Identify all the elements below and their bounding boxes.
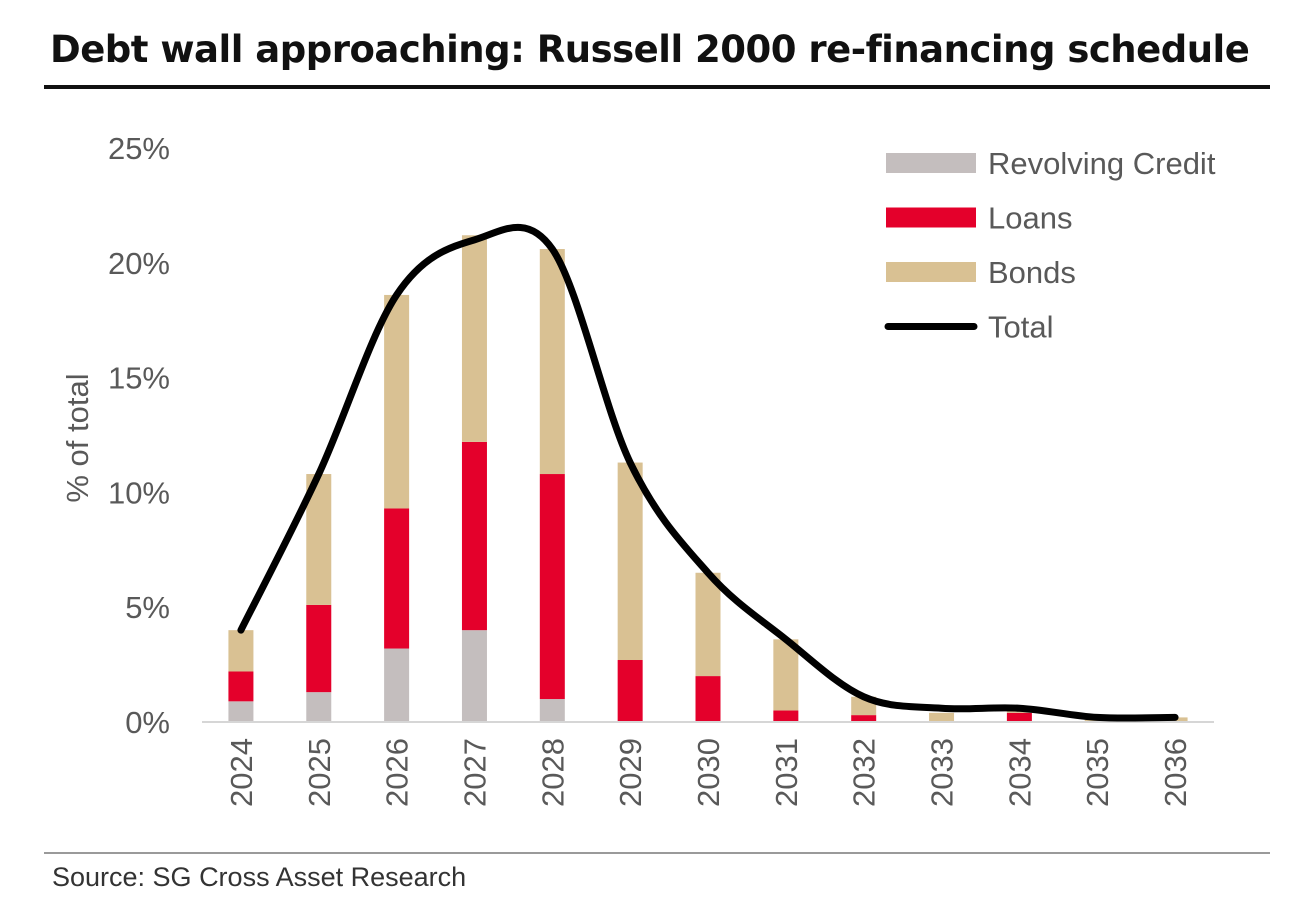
legend-label-total: Total xyxy=(988,310,1053,345)
x-tick-label: 2025 xyxy=(302,738,337,807)
bar-loans xyxy=(384,508,410,649)
bar-loans xyxy=(306,604,332,693)
bar-loans xyxy=(695,676,721,722)
y-tick-label: 0% xyxy=(125,705,170,740)
bar-bonds xyxy=(384,294,410,509)
y-tick-label: 10% xyxy=(108,475,170,510)
x-tick-label: 2024 xyxy=(224,738,259,807)
x-tick-label: 2033 xyxy=(925,738,960,807)
x-tick-label: 2035 xyxy=(1080,738,1115,807)
bar-loans xyxy=(461,441,487,631)
legend-swatch-loans xyxy=(886,207,976,228)
source-note: Source: SG Cross Asset Research xyxy=(52,862,467,892)
x-tick-label: 2026 xyxy=(380,738,415,807)
bar-revolving-credit xyxy=(539,699,565,722)
y-tick-label: 25% xyxy=(108,131,170,166)
x-tick-label: 2028 xyxy=(535,738,570,807)
bar-loans xyxy=(617,660,643,722)
legend-label-loans: Loans xyxy=(988,201,1072,236)
bar-loans xyxy=(228,671,254,702)
legend-swatch-revolving-credit xyxy=(886,153,976,173)
bar-bonds xyxy=(461,235,487,442)
source-rule xyxy=(44,852,1270,854)
y-tick-label: 5% xyxy=(125,590,170,625)
bar-bonds xyxy=(617,462,643,661)
legend-label-revolving-credit: Revolving Credit xyxy=(988,146,1216,181)
x-tick-label: 2031 xyxy=(769,738,804,807)
bar-bonds xyxy=(929,712,955,722)
bar-bonds xyxy=(773,639,799,711)
bar-revolving-credit xyxy=(228,701,254,722)
bar-bonds xyxy=(539,249,565,475)
stacked-bars xyxy=(228,235,1188,722)
x-axis-ticks: 2024 2025 2026 2027 2028 2029 2030 2031 2032 2033… xyxy=(224,738,1193,807)
y-axis-ticks: 0% 5% 10% 15% 20% 25% xyxy=(108,131,170,740)
bar-loans xyxy=(773,710,799,722)
title-rule xyxy=(44,85,1270,89)
bar-loans xyxy=(851,715,877,722)
bar-loans xyxy=(1006,712,1032,722)
bar-loans xyxy=(539,474,565,700)
total-line xyxy=(237,223,1179,722)
chart-area: % of total 0% 5% 10% 15% 20% 25% 2024 2025 2026… xyxy=(60,131,1216,807)
y-tick-label: 20% xyxy=(108,246,170,281)
x-tick-label: 2032 xyxy=(847,738,882,807)
legend-swatch-bonds xyxy=(886,262,976,282)
x-tick-label: 2027 xyxy=(457,738,492,807)
legend-label-bonds: Bonds xyxy=(988,255,1076,290)
x-tick-label: 2029 xyxy=(613,738,648,807)
chart-title: Debt wall approaching: Russell 2000 re-f… xyxy=(50,28,1250,71)
y-tick-label: 15% xyxy=(108,361,170,396)
x-tick-label: 2036 xyxy=(1158,738,1193,807)
x-tick-label: 2034 xyxy=(1002,738,1037,807)
bar-bonds xyxy=(228,630,254,672)
bar-bonds xyxy=(695,572,721,677)
bar-revolving-credit xyxy=(461,630,487,722)
legend: Revolving Credit Loans Bonds Total xyxy=(884,146,1216,345)
bar-revolving-credit xyxy=(306,692,332,722)
y-axis-label: % of total xyxy=(60,373,95,502)
bar-revolving-credit xyxy=(384,648,410,722)
x-tick-label: 2030 xyxy=(691,738,726,807)
